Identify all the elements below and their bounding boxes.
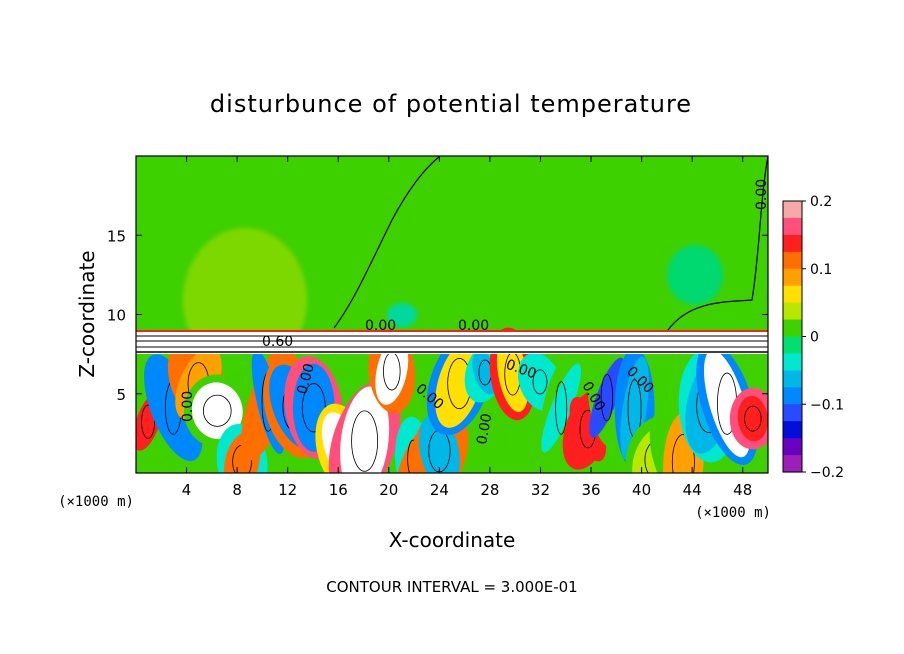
contour-interval-note: CONTOUR INTERVAL = 3.000E-01 bbox=[326, 578, 577, 596]
colorbar-swatch bbox=[783, 217, 802, 236]
turbulence-contour bbox=[351, 410, 379, 472]
turbulence-core bbox=[191, 382, 243, 440]
upper-cool-lobe-2 bbox=[387, 303, 417, 327]
colorbar-tick-label: 0 bbox=[810, 330, 819, 346]
y-axis-label: Z-coordinate bbox=[75, 250, 99, 377]
turbulence-contour bbox=[141, 404, 155, 439]
colorbar-swatch bbox=[783, 353, 802, 371]
colorbar-swatch bbox=[783, 302, 802, 321]
turbulence-contour bbox=[600, 373, 614, 422]
x-tick-label: 16 bbox=[329, 481, 348, 499]
x-unit-right: (×1000 m) bbox=[695, 505, 771, 521]
x-tick-label: 4 bbox=[182, 481, 192, 499]
y-tick-label: 15 bbox=[107, 227, 126, 245]
x-tick-label: 40 bbox=[632, 481, 651, 499]
upper-contour-zero bbox=[333, 156, 441, 329]
x-tick-label: 20 bbox=[379, 481, 398, 499]
turbulence-core bbox=[340, 386, 390, 473]
turbulence-core bbox=[620, 356, 649, 461]
colorbar-tick-label: 0.2 bbox=[810, 194, 832, 210]
heatmap-field bbox=[136, 156, 768, 473]
colorbar-tick-label: 0.1 bbox=[810, 262, 832, 278]
contour-label: 0.00 bbox=[294, 362, 318, 396]
x-tick-label: 48 bbox=[733, 481, 752, 499]
x-axis-label: X-coordinate bbox=[389, 528, 516, 552]
contour-label: 0.00 bbox=[365, 318, 396, 334]
turbulence-contour bbox=[202, 394, 232, 427]
contour-label: 0.00 bbox=[180, 391, 196, 422]
x-tick-label: 8 bbox=[232, 481, 242, 499]
turbulence-contour bbox=[532, 369, 548, 395]
turbulence-contour bbox=[555, 381, 568, 435]
x-tick-label: 36 bbox=[581, 481, 600, 499]
colorbar-swatch bbox=[783, 285, 802, 304]
chart-title: disturbunce of potential temperature bbox=[210, 90, 692, 118]
colorbar-swatch bbox=[783, 336, 802, 355]
colorbar-swatch bbox=[783, 387, 802, 405]
colorbar-swatch bbox=[783, 201, 802, 219]
colorbar-swatch bbox=[783, 455, 802, 473]
contour-label: 0.00 bbox=[458, 318, 489, 334]
x-axis: 4 8 12 16 20 24 28 32 36 40 44 48 bbox=[182, 156, 752, 499]
colorbar-swatch bbox=[783, 251, 802, 270]
x-unit-left: (×1000 m) bbox=[58, 494, 134, 510]
upper-contour-zero-right bbox=[667, 156, 768, 331]
x-tick-label: 32 bbox=[531, 481, 550, 499]
turbulence-core bbox=[541, 363, 582, 453]
x-tick-label: 12 bbox=[278, 481, 297, 499]
colorbar: 0.2 0.1 0 −0.1 −0.2 bbox=[782, 194, 844, 481]
y-tick-label: 10 bbox=[107, 307, 126, 325]
x-tick-label: 44 bbox=[683, 481, 702, 499]
colorbar-tick-label: −0.2 bbox=[810, 465, 844, 481]
turbulence-core bbox=[589, 357, 625, 438]
colorbar-swatch bbox=[783, 234, 802, 253]
turbulence-contour bbox=[744, 405, 762, 432]
turbulence-core bbox=[155, 360, 192, 456]
contour-label: 0.00 bbox=[474, 412, 495, 445]
y-axis: 5 10 15 bbox=[107, 227, 768, 404]
colorbar-swatch bbox=[783, 404, 802, 422]
turbulence-core bbox=[737, 395, 768, 442]
colorbar-swatch bbox=[783, 268, 802, 287]
contour-label: 0.00 bbox=[754, 179, 770, 210]
y-tick-label: 5 bbox=[116, 386, 126, 404]
x-tick-label: 24 bbox=[430, 481, 449, 499]
colorbar-tick-label: −0.1 bbox=[810, 397, 844, 413]
x-tick-label: 28 bbox=[480, 481, 499, 499]
upper-cool-lobe-1 bbox=[667, 245, 723, 305]
colorbar-swatch bbox=[783, 319, 802, 338]
stratified-band bbox=[136, 330, 768, 354]
contour-label: 0.60 bbox=[262, 334, 293, 350]
colorbar-swatch bbox=[783, 421, 802, 439]
turbulence-core bbox=[569, 396, 607, 462]
colorbar-swatch bbox=[783, 370, 802, 388]
turbulence-core bbox=[496, 335, 529, 412]
colorbar-swatch bbox=[783, 438, 802, 456]
turbulence-contour bbox=[671, 434, 695, 473]
turbulence-core bbox=[375, 337, 409, 405]
